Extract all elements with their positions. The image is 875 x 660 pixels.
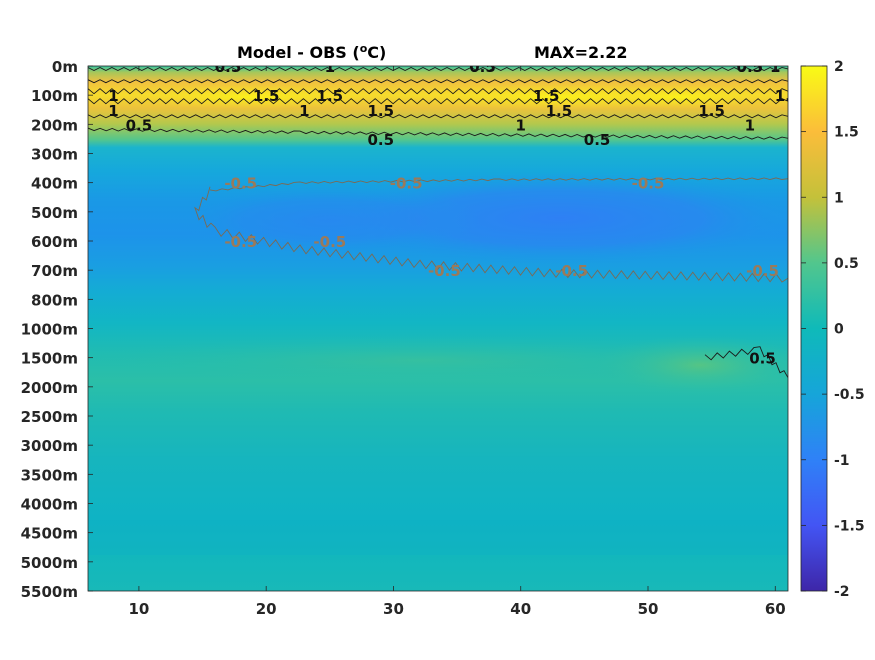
contour-label: 1.5 xyxy=(533,87,560,105)
y-tick-label: 2500m xyxy=(21,408,78,426)
chart-title: Model - OBS (oC) xyxy=(237,42,386,62)
x-tick-label: 20 xyxy=(256,600,277,618)
contour-label: -0.5 xyxy=(428,262,461,280)
colorbar-tick-label: 1 xyxy=(834,190,844,206)
colorbar-tick-label: -1 xyxy=(834,453,850,469)
contour-label: -0.5 xyxy=(555,262,588,280)
contour-label: 1.5 xyxy=(317,87,344,105)
contour-line xyxy=(88,88,788,95)
contour-label: 0.5 xyxy=(126,116,153,134)
x-tick-label: 40 xyxy=(510,600,531,618)
y-axis-ticks: 0m 100m 200m 300m 400m 500m 600m 700m 800m 1000m 1… xyxy=(21,58,93,601)
y-tick-label: 1500m xyxy=(21,350,78,368)
contour-label: -0.5 xyxy=(224,175,257,193)
contour-label: 0.5 xyxy=(367,131,394,149)
y-tick-label: 1000m xyxy=(21,321,78,339)
contour-label: 1 xyxy=(745,116,755,134)
contour-line xyxy=(88,98,788,105)
title-superscript: o xyxy=(360,42,368,55)
contour-line xyxy=(209,177,788,192)
warm-core-3 xyxy=(590,85,770,109)
y-tick-label: 4000m xyxy=(21,496,78,514)
x-tick-label: 10 xyxy=(128,600,149,618)
contour-label: -0.5 xyxy=(632,175,665,193)
colorbar-tick-label: -1.5 xyxy=(834,518,865,534)
y-tick-label: 800m xyxy=(31,291,78,309)
contour-label: -0.5 xyxy=(746,262,779,280)
colorbar-tick-label: 1.5 xyxy=(834,125,859,141)
y-tick-label: 3500m xyxy=(21,466,78,484)
x-tick-label: 50 xyxy=(638,600,659,618)
y-tick-label: 5000m xyxy=(21,554,78,572)
x-tick-label: 60 xyxy=(765,600,786,618)
contour-label: 1 xyxy=(299,102,309,120)
contour-label: -0.5 xyxy=(390,175,423,193)
contour-line xyxy=(88,114,788,119)
contour-label: 1 xyxy=(108,87,118,105)
contour-line xyxy=(88,79,788,84)
cold-anomaly-region-west xyxy=(180,186,480,254)
title-right: C) xyxy=(367,43,386,62)
heatmap-field xyxy=(88,66,788,591)
colorbar-tick-label: 0.5 xyxy=(834,256,859,272)
colorbar-tick-label: -0.5 xyxy=(834,387,865,403)
plot-area: 110.51.50.511.51.510.50.51.51.510.50.5 11… xyxy=(88,58,802,591)
y-tick-label: 600m xyxy=(31,233,78,251)
y-tick-label: 0m xyxy=(52,58,78,76)
contour-label: 0.5 xyxy=(584,131,611,149)
contour-label: 1.5 xyxy=(253,87,280,105)
contour-label: 1.5 xyxy=(775,87,802,105)
colorbar-tick-label: -2 xyxy=(834,584,850,600)
contour-label: 0.5 xyxy=(749,350,776,368)
contour-label: 1.5 xyxy=(367,102,394,120)
contour-line xyxy=(704,346,788,378)
contour-line xyxy=(88,66,788,72)
deep-band xyxy=(88,520,788,555)
warm-anomaly-region-bar xyxy=(88,334,760,386)
colorbar-tick-label: 0 xyxy=(834,322,844,338)
contour-label: 1.5 xyxy=(546,102,573,120)
contour-label: -0.5 xyxy=(224,233,257,251)
x-axis-ticks: 10 20 30 40 50 60 xyxy=(128,66,786,618)
y-tick-label: 300m xyxy=(31,146,78,164)
contour-label: 1 xyxy=(516,116,526,134)
contour-label: 1 xyxy=(108,102,118,120)
contour-line xyxy=(88,127,788,140)
contour-label: -0.5 xyxy=(313,233,346,251)
colorbar-ticks: 2 1.5 1 0.5 0 -0.5 -1 -1.5 -2 xyxy=(801,59,865,600)
contour-label: 0.5 xyxy=(469,58,496,76)
contour-labels: 110.51.50.511.51.510.50.51.51.510.50.5 11… xyxy=(108,58,802,368)
y-tick-label: 200m xyxy=(31,116,78,134)
x-tick-label: 30 xyxy=(383,600,404,618)
y-tick-label: 4500m xyxy=(21,525,78,543)
y-tick-label: 100m xyxy=(31,87,78,105)
title-left: Model - OBS ( xyxy=(237,43,360,62)
contour-lines xyxy=(88,66,788,378)
y-tick-label: 3000m xyxy=(21,437,78,455)
y-tick-label: 5500m xyxy=(21,583,78,601)
y-tick-label: 400m xyxy=(31,175,78,193)
contour-label: 0.5 xyxy=(737,58,764,76)
y-tick-label: 500m xyxy=(31,204,78,222)
max-label: MAX=2.22 xyxy=(534,43,628,62)
contour-label: 0.5 xyxy=(215,58,242,76)
y-tick-label: 700m xyxy=(31,262,78,280)
y-tick-label: 2000m xyxy=(21,379,78,397)
contour-line xyxy=(194,186,788,283)
contour-label: 1 xyxy=(325,58,335,76)
contour-label: 1.5 xyxy=(698,102,725,120)
colorbar-tick-label: 2 xyxy=(834,59,844,75)
